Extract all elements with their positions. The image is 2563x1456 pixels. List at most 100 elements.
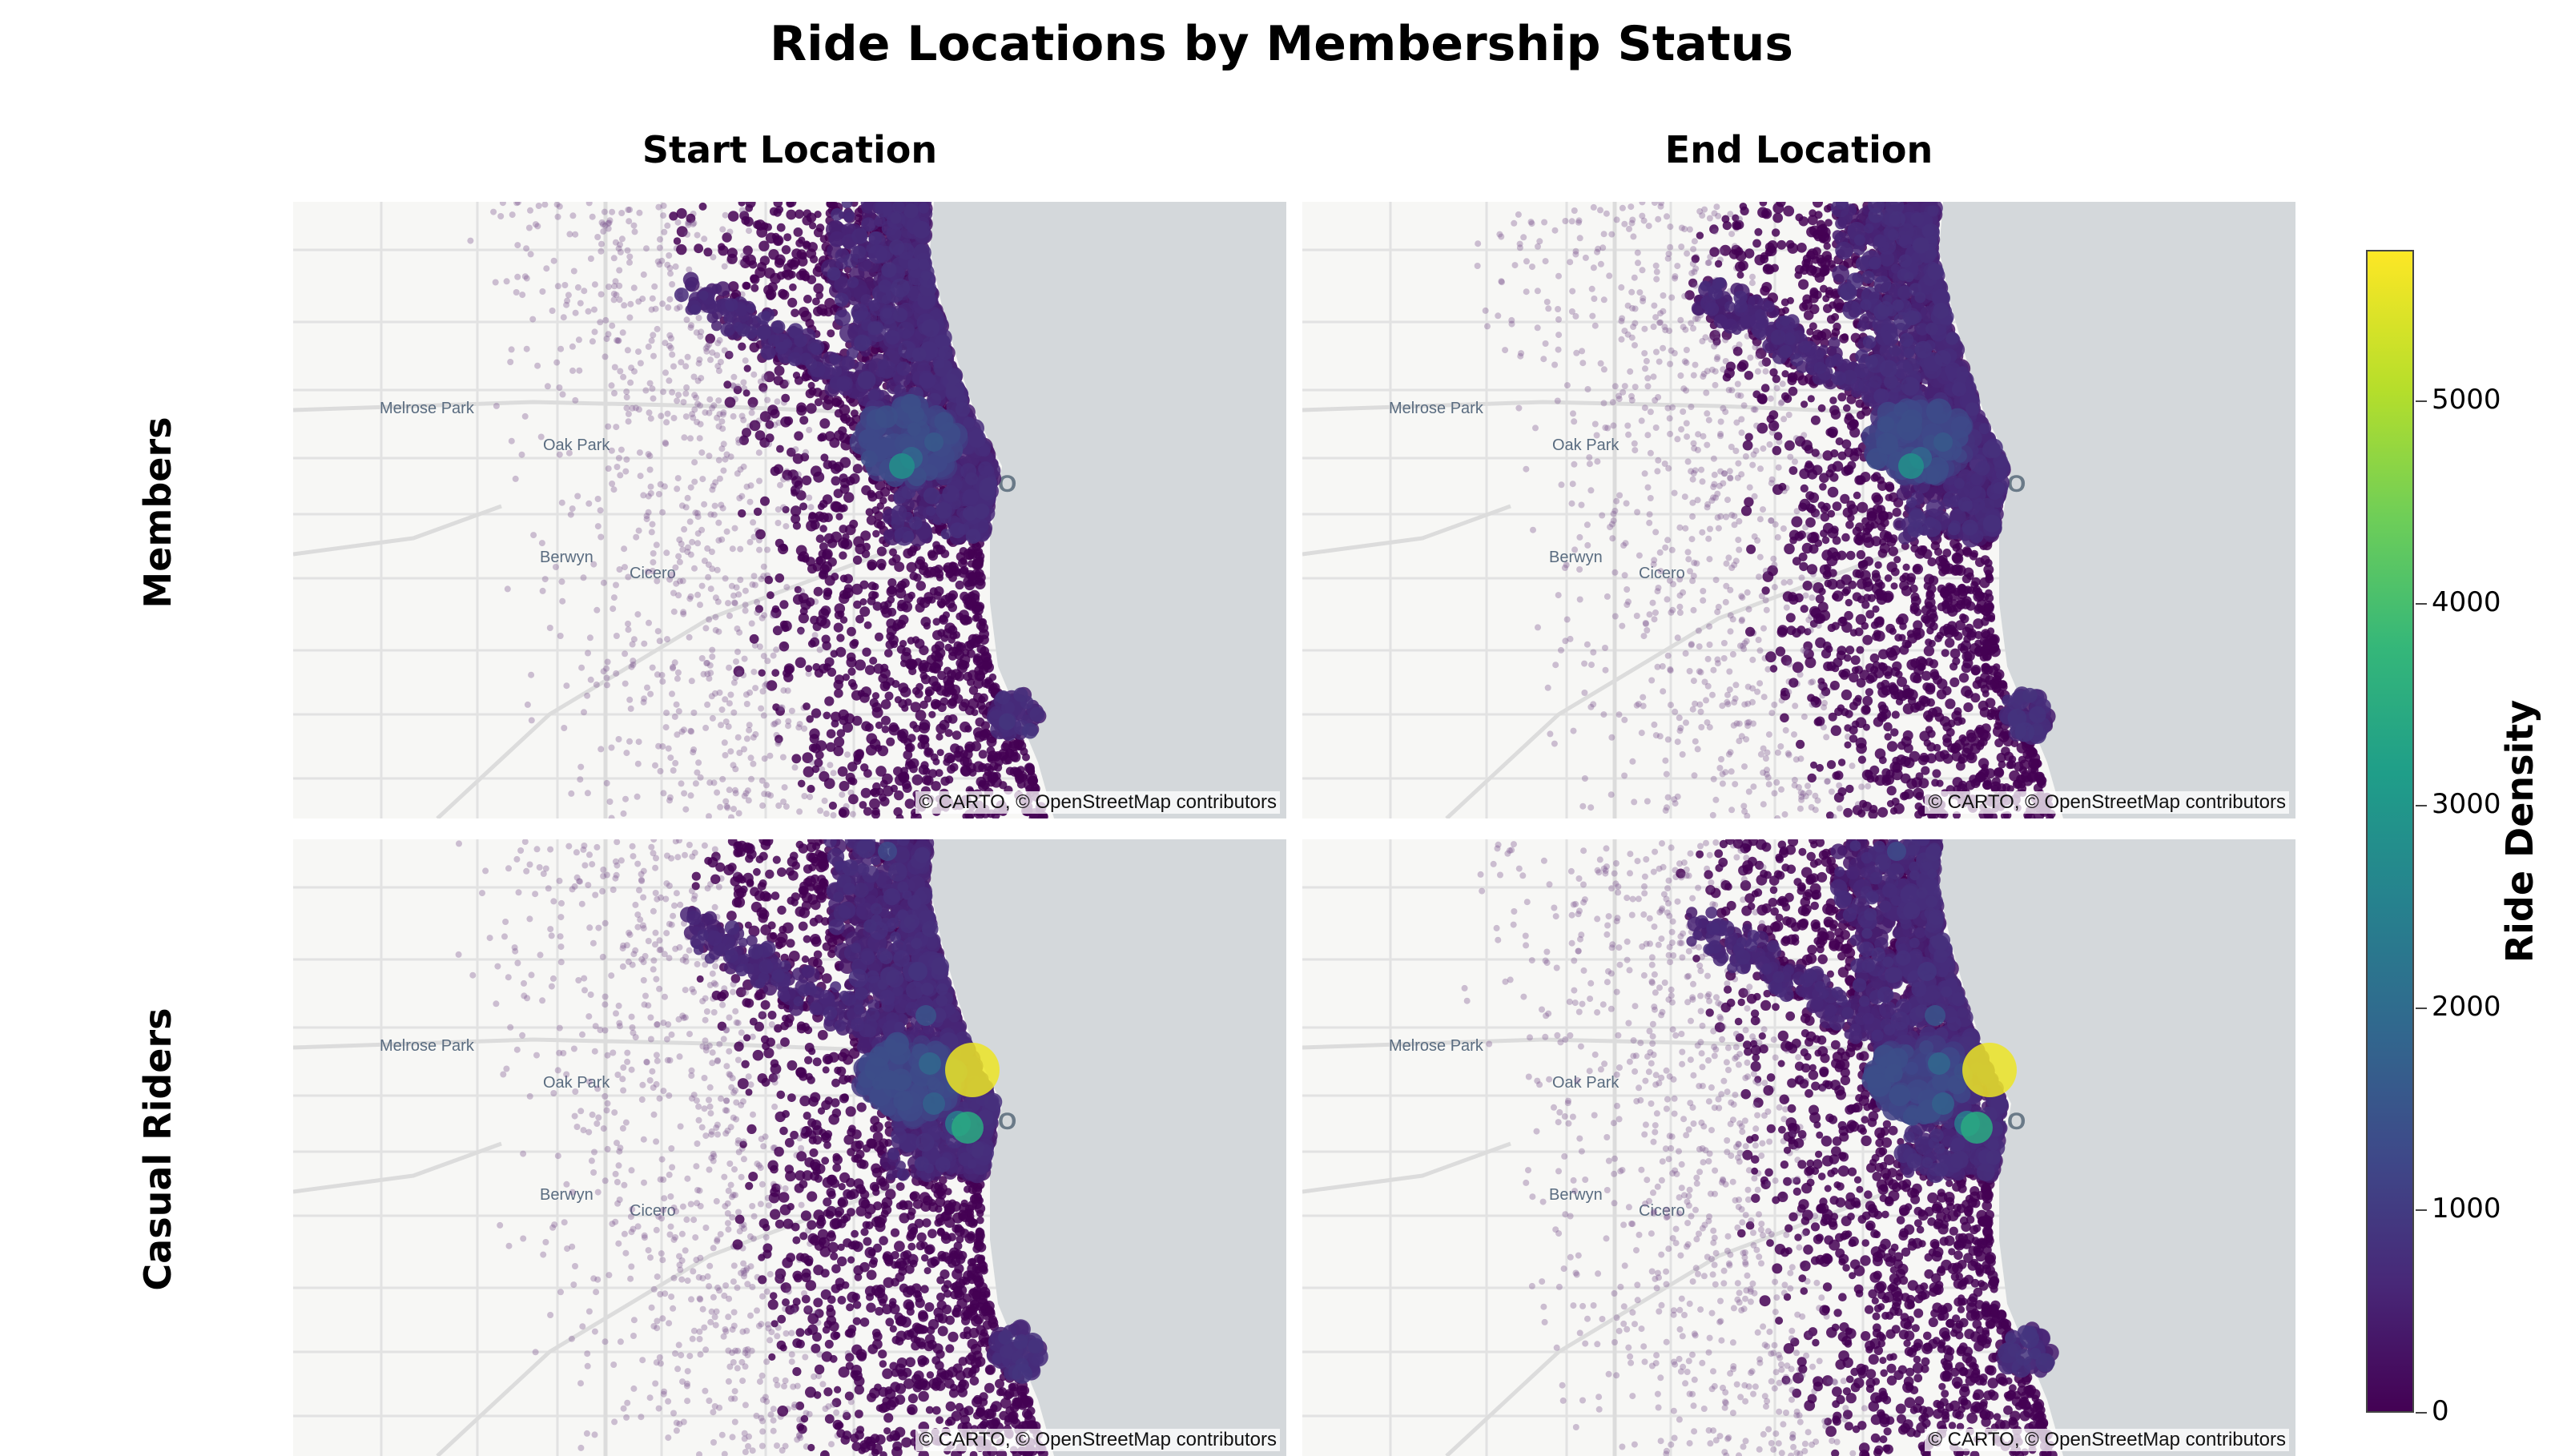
ride-point[interactable] <box>738 509 746 518</box>
ride-point[interactable] <box>710 402 718 409</box>
ride-point[interactable] <box>764 396 771 404</box>
ride-point[interactable] <box>738 342 746 351</box>
ride-point[interactable] <box>606 284 612 291</box>
ride-point[interactable] <box>853 600 862 609</box>
ride-point[interactable] <box>687 727 694 734</box>
ride-point[interactable] <box>623 750 630 757</box>
ride-point[interactable] <box>892 202 905 214</box>
ride-point[interactable] <box>606 217 614 224</box>
ride-point[interactable] <box>738 202 746 207</box>
ride-point[interactable] <box>767 792 775 799</box>
ride-point[interactable] <box>783 803 790 810</box>
ride-point[interactable] <box>580 574 587 581</box>
ride-point[interactable] <box>842 674 850 682</box>
ride-point[interactable] <box>723 380 732 389</box>
ride-point[interactable] <box>907 591 915 600</box>
ride-point[interactable] <box>735 436 742 444</box>
ride-point[interactable] <box>617 472 624 479</box>
ride-point[interactable] <box>780 504 787 511</box>
ride-point[interactable] <box>761 373 768 380</box>
ride-point[interactable] <box>1961 686 1972 698</box>
ride-point[interactable] <box>823 810 830 817</box>
ride-point[interactable] <box>650 550 657 557</box>
ride-point[interactable] <box>697 402 703 409</box>
ride-point[interactable] <box>722 798 730 805</box>
ride-point[interactable] <box>683 316 690 324</box>
ride-point[interactable] <box>1845 784 1854 794</box>
ride-point[interactable] <box>741 655 748 662</box>
ride-point[interactable] <box>581 709 587 716</box>
ride-point[interactable] <box>467 237 474 244</box>
ride-point[interactable] <box>746 303 756 314</box>
ride-point[interactable] <box>1856 678 1866 688</box>
ride-point[interactable] <box>1570 410 1576 417</box>
ride-point[interactable] <box>947 765 956 774</box>
ride-point[interactable] <box>509 211 516 219</box>
ride-point[interactable] <box>694 243 703 254</box>
ride-point[interactable] <box>693 329 700 336</box>
ride-point[interactable] <box>667 754 674 762</box>
ride-point[interactable] <box>771 669 780 678</box>
ride-point[interactable] <box>1607 524 1614 531</box>
ride-point[interactable] <box>685 544 691 551</box>
ride-point[interactable] <box>1781 810 1788 818</box>
ride-point[interactable] <box>1682 525 1689 532</box>
ride-point[interactable] <box>660 212 666 219</box>
ride-point[interactable] <box>981 678 991 688</box>
ride-point[interactable] <box>734 470 741 477</box>
ride-point[interactable] <box>887 607 897 617</box>
ride-point[interactable] <box>802 215 812 226</box>
ride-point[interactable] <box>873 519 883 529</box>
ride-point[interactable] <box>790 485 800 495</box>
ride-point[interactable] <box>1651 721 1658 728</box>
ride-point[interactable] <box>1782 726 1789 734</box>
ride-point[interactable] <box>742 282 751 290</box>
ride-point[interactable] <box>742 389 750 397</box>
ride-point[interactable] <box>908 516 923 530</box>
ride-point[interactable] <box>1865 688 1873 697</box>
ride-point[interactable] <box>876 546 887 557</box>
ride-point[interactable] <box>676 558 683 565</box>
ride-point[interactable] <box>1792 662 1804 674</box>
ride-point[interactable] <box>589 338 596 345</box>
ride-point[interactable] <box>921 319 940 337</box>
ride-point[interactable] <box>929 566 941 577</box>
ride-point[interactable] <box>1571 546 1579 553</box>
ride-point[interactable] <box>674 397 681 404</box>
ride-point[interactable] <box>815 750 824 760</box>
ride-point[interactable] <box>974 578 986 589</box>
ride-point[interactable] <box>524 701 531 708</box>
ride-point[interactable] <box>824 575 835 586</box>
ride-point[interactable] <box>525 224 533 231</box>
ride-point[interactable] <box>649 521 656 528</box>
ride-point[interactable] <box>703 660 710 666</box>
ride-point[interactable] <box>687 324 694 332</box>
ride-point[interactable] <box>939 615 948 625</box>
ride-point[interactable] <box>852 245 867 259</box>
ride-point[interactable] <box>759 802 766 809</box>
ride-point[interactable] <box>775 506 782 513</box>
ride-point[interactable] <box>635 348 642 356</box>
ride-point[interactable] <box>686 595 694 602</box>
ride-point[interactable] <box>1900 791 1909 801</box>
ride-point[interactable] <box>817 807 824 814</box>
ride-point[interactable] <box>650 332 657 339</box>
ride-point[interactable] <box>574 493 581 500</box>
ride-point[interactable] <box>882 308 893 319</box>
ride-point[interactable] <box>807 784 815 794</box>
ride-point[interactable] <box>662 340 669 347</box>
ride-point[interactable] <box>676 536 683 543</box>
ride-point[interactable] <box>694 530 702 537</box>
ride-point[interactable] <box>725 351 734 360</box>
ride-point[interactable] <box>679 546 686 553</box>
ride-point[interactable] <box>1756 647 1764 654</box>
ride-point[interactable] <box>612 278 619 285</box>
ride-point[interactable] <box>676 243 687 255</box>
ride-point[interactable] <box>1805 517 1816 528</box>
ride-point[interactable] <box>728 281 739 292</box>
ride-point[interactable] <box>716 336 723 344</box>
ride-point[interactable] <box>698 582 706 589</box>
ride-point[interactable] <box>716 689 723 696</box>
ride-point[interactable] <box>979 445 991 457</box>
ride-point[interactable] <box>572 231 579 238</box>
